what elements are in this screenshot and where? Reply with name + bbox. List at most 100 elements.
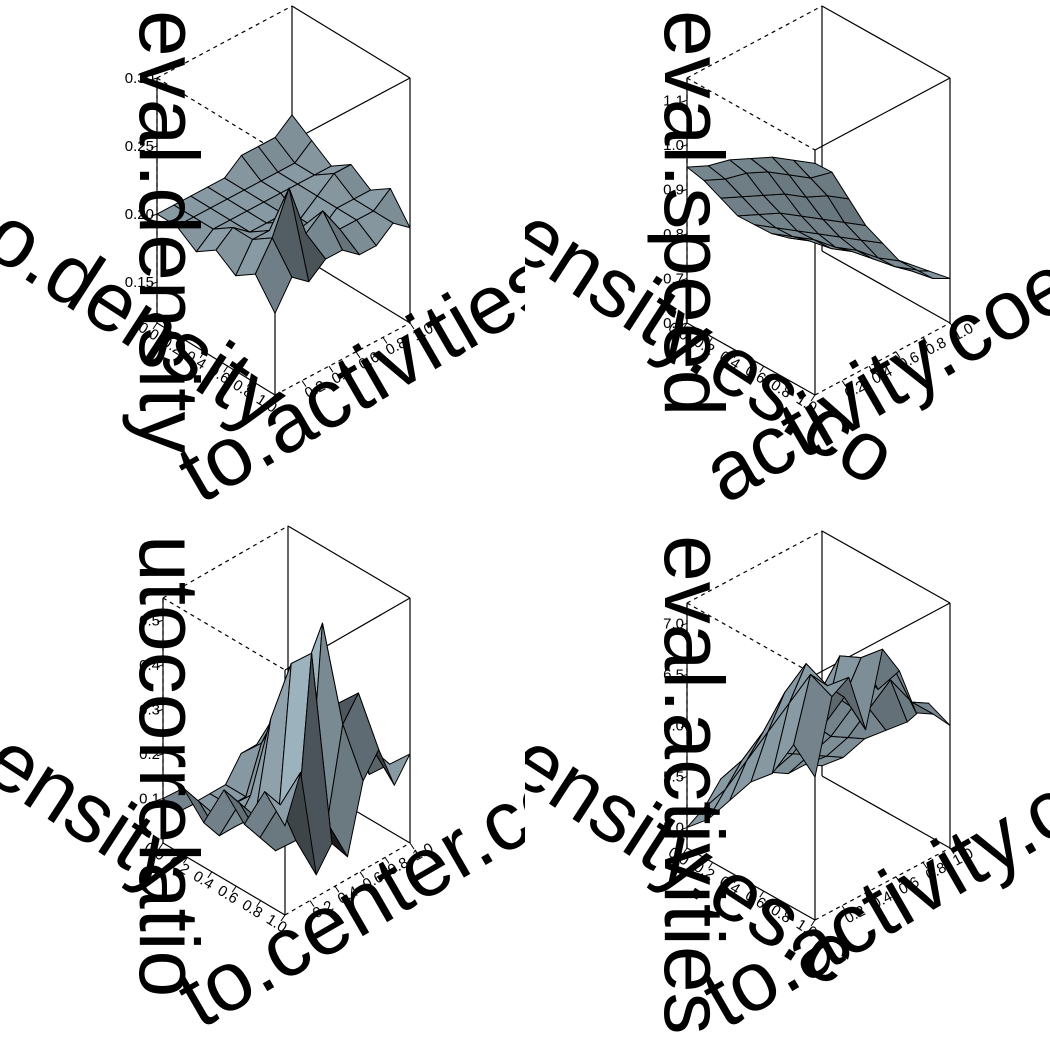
box-edge-hidden xyxy=(686,77,816,151)
z-tick-label: 1.1 xyxy=(663,92,684,109)
z-tick-mark xyxy=(156,753,164,757)
z-tick-mark xyxy=(150,77,158,81)
y-tick-mark xyxy=(152,322,158,330)
y-tick-mark xyxy=(158,842,164,850)
surface-facet xyxy=(254,237,293,314)
box-edge xyxy=(686,847,816,921)
y-tick-mark xyxy=(708,862,714,869)
surface-plot-eval-speed: 1.11.00.90.80.70.60.20.40.60.81.00.00.20… xyxy=(525,5,1050,521)
x-tick-mark xyxy=(895,351,901,359)
z-tick-mark xyxy=(156,664,164,668)
z-tick-label: 0.2 xyxy=(139,746,160,763)
y-tick-mark xyxy=(270,394,276,402)
z-tick-mark xyxy=(680,99,688,103)
box-edge xyxy=(156,322,276,396)
x-tick-mark xyxy=(868,890,874,898)
y-tick-mark xyxy=(231,885,237,893)
box-edge xyxy=(821,530,951,604)
z-tick-label: 0.30 xyxy=(125,70,154,87)
z-tick-mark xyxy=(680,188,688,192)
surface-plot-autocorrelation: 0.50.40.30.20.10.20.40.60.81.00.00.20.40… xyxy=(0,525,525,1046)
y-tick-mark xyxy=(810,919,816,927)
box-edge-hidden xyxy=(686,530,823,604)
z-tick-label: 0.5 xyxy=(139,612,160,629)
y-tick-mark xyxy=(223,365,229,373)
panel-autocorrelation: 0.5 0.4 0.3 0.2 0.1 0.2 0.4 0.6 0.8 1.0 0.0 0.2 0.4 0… xyxy=(0,525,525,1050)
box-edge-hidden xyxy=(156,77,276,151)
z-tick-mark xyxy=(156,708,164,712)
x-tick-mark xyxy=(868,365,874,373)
z-tick-label: 5.0 xyxy=(663,820,684,837)
z-tick-label: 0.6 xyxy=(663,315,684,332)
box-edge-hidden xyxy=(162,525,289,599)
z-tick-label: 0.8 xyxy=(663,226,684,243)
z-tick-label: 1.0 xyxy=(663,137,684,154)
box-edge xyxy=(821,5,951,79)
panel-eval-activities: 7.0 6.5 6.0 5.5 5.0 0.2 0.4 0.6 0.8 1.0 0.0 0.2 0.4 0… xyxy=(525,525,1050,1050)
box-edge xyxy=(291,5,411,79)
z-tick-mark xyxy=(680,776,688,780)
y-tick-mark xyxy=(256,900,262,907)
x-tick-mark xyxy=(301,380,307,387)
y-tick-mark xyxy=(810,394,816,402)
z-tick-mark xyxy=(680,144,688,148)
z-axis-title: utocorrelatio xyxy=(122,535,216,997)
box-edge-hidden xyxy=(686,602,816,676)
surface-facet xyxy=(793,159,833,179)
y-tick-mark xyxy=(708,337,714,344)
z-tick-label: 7.0 xyxy=(663,615,684,632)
x-tick-mark xyxy=(949,322,955,330)
y-tick-mark xyxy=(182,857,188,864)
y-tick-mark xyxy=(280,914,286,922)
x-tick-mark xyxy=(384,857,390,864)
y-tick-mark xyxy=(207,871,213,879)
box-edge-hidden xyxy=(814,322,951,396)
z-tick-mark xyxy=(680,322,688,326)
z-tick-label: 0.9 xyxy=(663,181,684,198)
x-tick-mark xyxy=(355,351,361,359)
z-tick-mark xyxy=(680,725,688,728)
axis-titles: eval.activitiesto.activity.coefficensity… xyxy=(525,535,1050,1046)
box-edge-hidden xyxy=(686,5,823,79)
surface-mesh xyxy=(156,114,411,314)
x-tick-mark xyxy=(895,876,901,884)
z-tick-label: 0.7 xyxy=(663,270,684,287)
z-tick-mark xyxy=(680,277,688,281)
box-edge-hidden xyxy=(274,322,411,396)
z-tick-mark xyxy=(150,213,158,217)
panel-eval-density: 0.30 0.25 0.20 0.15 0.2 0.4 0.6 0.8 1.0 0.0 0.2 0.4… xyxy=(0,0,525,525)
x-tick-mark xyxy=(922,862,928,869)
x-tick-mark xyxy=(359,871,365,879)
y-tick-mark xyxy=(733,351,739,359)
x-tick-mark xyxy=(409,842,415,850)
z-axis-ticks: 1.1 1.0 0.9 0.8 0.7 0.6 xyxy=(663,92,688,332)
panel-eval-speed: 1.1 1.0 0.9 0.8 0.7 0.6 0.2 0.4 0.6 0.8 1.0 0.0 0.2 0… xyxy=(525,0,1050,525)
x-tick-mark xyxy=(841,905,847,912)
x-tick-mark xyxy=(409,322,415,330)
y-tick-mark xyxy=(176,337,182,344)
y-tick-mark xyxy=(784,380,790,387)
y-tick-mark xyxy=(784,905,790,912)
x-tick-mark xyxy=(328,365,334,373)
z-axis-title: eval.speed xyxy=(647,10,741,416)
y-tick-mark xyxy=(682,847,688,855)
z-tick-mark xyxy=(156,619,164,623)
x-tick-mark xyxy=(841,380,847,387)
surface-facet xyxy=(264,771,302,827)
y-tick-mark xyxy=(759,365,765,373)
z-tick-label: 6.5 xyxy=(663,666,684,683)
x-tick-mark xyxy=(334,885,340,893)
y-tick-mark xyxy=(759,890,765,898)
z-tick-mark xyxy=(680,673,688,677)
surface-facet xyxy=(793,673,833,778)
box-edge xyxy=(287,525,411,599)
z-tick-label: 0.4 xyxy=(139,657,160,674)
z-tick-label: 0.25 xyxy=(125,138,154,155)
z-tick-mark xyxy=(150,145,158,149)
y-tick-mark xyxy=(682,322,688,330)
x-tick-mark xyxy=(382,337,388,344)
y-tick-mark xyxy=(199,351,205,359)
z-tick-label: 0.3 xyxy=(139,701,160,718)
